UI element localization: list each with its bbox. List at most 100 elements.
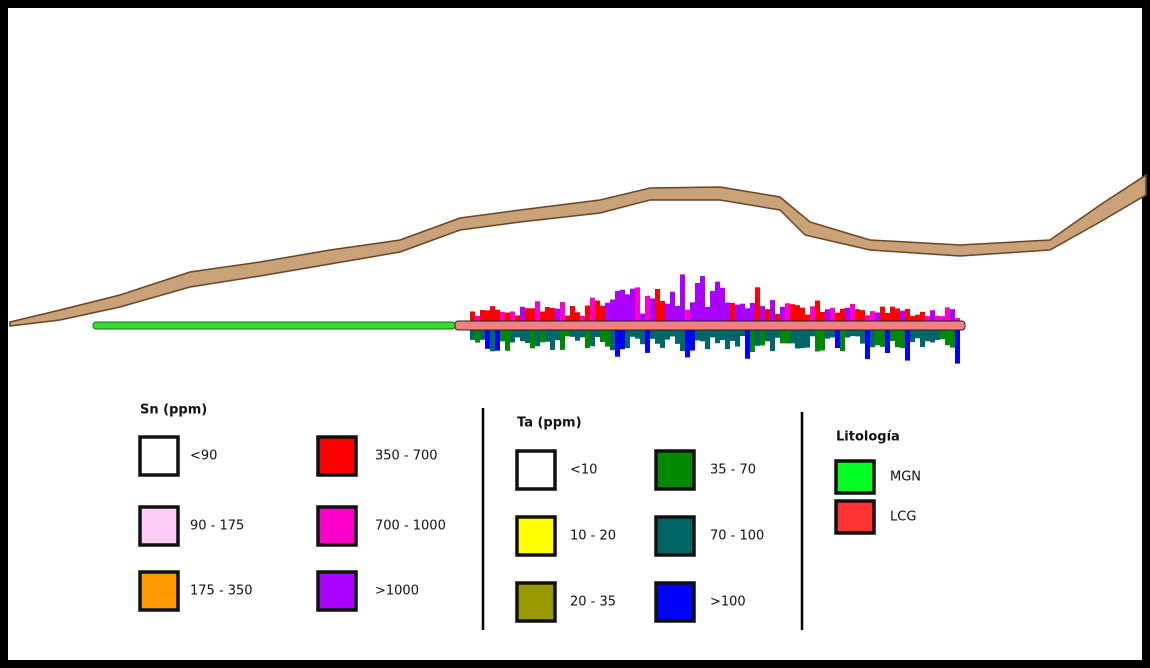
ta-bar [485, 330, 490, 349]
ta-bar [545, 330, 550, 342]
sn-bar [800, 308, 805, 322]
ta-bar [720, 330, 725, 340]
sn-bar [480, 310, 485, 322]
ta-bar [860, 330, 865, 344]
sn-bar [815, 301, 820, 322]
ta-bar [935, 330, 940, 340]
ta-bar [835, 330, 840, 348]
ta-bar [565, 330, 570, 336]
ta-bar [840, 330, 845, 351]
ta-bar [530, 330, 535, 348]
legend-swatch [656, 517, 694, 555]
sn-bar [555, 309, 560, 322]
ta-bar [685, 330, 690, 357]
sn-bar [600, 306, 605, 322]
legend-label: 35 - 70 [710, 463, 756, 478]
sn-bar [675, 306, 680, 322]
sn-bar [705, 307, 710, 322]
ta-bar [515, 330, 520, 337]
sn-bar [545, 307, 550, 322]
sn-bar [620, 290, 625, 322]
ta-bar [675, 330, 680, 344]
sn-bar [650, 298, 655, 322]
sn-bar [810, 306, 815, 322]
sn-bar [490, 306, 495, 322]
ta-bar [575, 330, 580, 341]
sn-bar [735, 305, 740, 322]
ta-bar [690, 330, 695, 351]
ta-bar [785, 330, 790, 343]
sn-bar [560, 302, 565, 322]
legend-swatch [318, 437, 356, 475]
legend-label: <10 [570, 463, 597, 478]
legend-swatch [517, 583, 555, 621]
legend-title: Ta (ppm) [517, 416, 582, 431]
sn-bar [645, 296, 650, 322]
sn-bar [535, 301, 540, 322]
ta-bar [535, 330, 540, 346]
sn-bar [755, 287, 760, 322]
sn-bar [495, 310, 500, 322]
legend-label: MGN [890, 470, 921, 485]
ta-bar [625, 330, 630, 348]
sn-bar [895, 308, 900, 322]
ta-bar [710, 330, 715, 337]
ta-bar [890, 330, 895, 341]
ta-bar [585, 330, 590, 348]
sn-bar [945, 307, 950, 322]
ta-bar [490, 330, 495, 351]
sn-bar [630, 289, 635, 322]
ta-bar [560, 330, 565, 350]
ta-bar [695, 330, 700, 340]
ta-bar [475, 330, 480, 343]
ta-bar [615, 330, 620, 357]
ta-bar [925, 330, 930, 341]
ta-bar [635, 330, 640, 339]
sn-bar [590, 298, 595, 322]
ta-bar [800, 330, 805, 348]
sn-bar [540, 311, 545, 322]
ta-bar [655, 330, 660, 344]
sn-bar [585, 306, 590, 322]
ta-bar [650, 330, 655, 339]
ta-bar [620, 330, 625, 349]
legend-swatch [140, 572, 178, 610]
ta-bar [865, 330, 870, 359]
sn-bar [920, 312, 925, 322]
ta-bar [610, 330, 615, 350]
ta-bar [555, 330, 560, 340]
ta-bar [780, 330, 785, 343]
sn-bar [510, 311, 515, 322]
legend-label: 700 - 1000 [375, 519, 446, 534]
ta-bar [910, 330, 915, 342]
sn-bar [595, 301, 600, 322]
ta-bar [810, 330, 815, 336]
ta-bar [580, 330, 585, 337]
ta-bar [480, 330, 485, 340]
legend-label: 90 - 175 [190, 519, 244, 534]
legend-title: Sn (ppm) [140, 403, 207, 418]
sn-bar [750, 303, 755, 322]
ta-bar [705, 330, 710, 349]
sn-bar [860, 310, 865, 322]
sn-bar [695, 283, 700, 322]
sn-bar [725, 303, 730, 322]
legend-swatch [836, 501, 874, 533]
section-view: Sn (ppm)<9090 - 175175 - 350350 - 700700… [0, 0, 1150, 668]
sn-bar [710, 291, 715, 322]
ta-bar [775, 330, 780, 338]
ta-bar [845, 330, 850, 338]
ta-bar [660, 330, 665, 348]
sn-bar [625, 294, 630, 322]
ta-bar [765, 330, 770, 341]
ta-bar [725, 330, 730, 349]
sn-bar [655, 289, 660, 322]
sn-bar [850, 304, 855, 322]
sn-bar [780, 307, 785, 322]
ta-bar [880, 330, 885, 347]
sn-bar [635, 287, 640, 322]
legend-swatch [318, 507, 356, 545]
sn-bar [730, 303, 735, 322]
ta-bar [750, 330, 755, 352]
ta-bar [740, 330, 745, 336]
